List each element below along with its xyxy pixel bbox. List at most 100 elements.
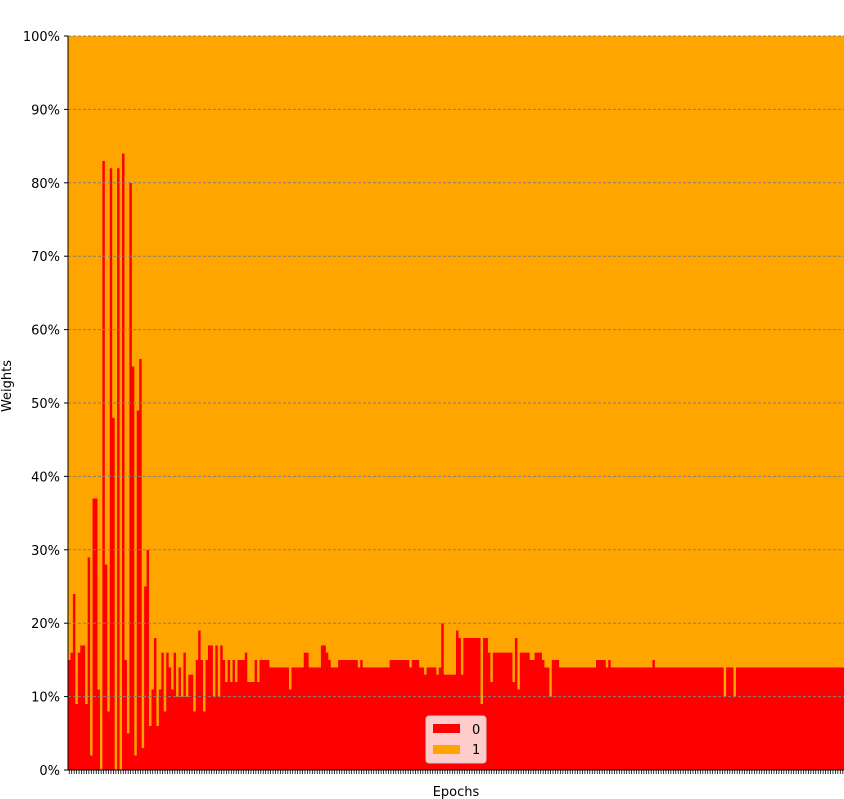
bar-series-0 — [166, 652, 170, 770]
bar-series-0 — [151, 689, 155, 770]
bar-series-0 — [721, 667, 725, 770]
bar-series-1 — [460, 36, 464, 675]
bar-series-1 — [598, 36, 602, 660]
bar-series-0 — [635, 667, 639, 770]
bar-series-0 — [839, 667, 842, 770]
bar-series-1 — [392, 36, 396, 660]
bar-series-1 — [318, 36, 322, 668]
bar-series-1 — [816, 36, 820, 668]
bar-series-1 — [212, 36, 216, 697]
bar-series-0 — [379, 667, 383, 770]
bar-series-0 — [500, 652, 504, 770]
bar-series-1 — [568, 36, 572, 668]
bar-series-1 — [573, 36, 577, 668]
bar-series-1 — [814, 36, 818, 668]
bar-series-0 — [645, 667, 648, 770]
bar-series-0 — [556, 659, 560, 770]
bar-series-1 — [478, 36, 481, 638]
bar-series-0 — [615, 667, 619, 770]
bar-series-1 — [758, 36, 761, 668]
bar-series-0 — [519, 652, 523, 770]
bar-series-1 — [745, 36, 749, 668]
bar-series-1 — [141, 36, 145, 748]
bar-series-1 — [333, 36, 337, 668]
bar-series-1 — [657, 36, 661, 668]
bar-series-0 — [718, 667, 722, 770]
bar-series-1 — [259, 36, 263, 660]
bar-series-0 — [178, 667, 182, 770]
bar-series-0 — [632, 667, 636, 770]
bar-series-0 — [561, 667, 565, 770]
bar-series-0 — [696, 667, 700, 770]
bar-series-0 — [593, 667, 597, 770]
bar-series-0 — [185, 696, 189, 770]
bar-series-1 — [792, 36, 796, 668]
bar-series-0 — [158, 689, 162, 770]
bar-series-1 — [370, 36, 373, 668]
bar-series-0 — [95, 498, 98, 770]
bar-series-1 — [500, 36, 504, 653]
bar-series-1 — [153, 36, 157, 638]
bar-series-0 — [733, 696, 737, 770]
bar-series-0 — [487, 652, 491, 770]
bar-series-0 — [257, 681, 260, 770]
bar-series-1 — [718, 36, 722, 668]
bar-series-0 — [225, 681, 229, 770]
bar-series-0 — [220, 645, 224, 770]
bar-series-1 — [691, 36, 695, 668]
bar-series-0 — [374, 667, 378, 770]
bar-series-0 — [394, 659, 398, 770]
bar-series-0 — [252, 681, 256, 770]
bar-series-0 — [149, 725, 152, 770]
bar-series-0 — [743, 667, 747, 770]
bar-series-0 — [188, 674, 192, 770]
bar-series-1 — [458, 36, 462, 638]
bar-series-0 — [571, 667, 575, 770]
bar-series-0 — [463, 637, 467, 770]
bar-series-1 — [156, 36, 160, 726]
bar-series-0 — [637, 667, 641, 770]
bar-series-1 — [311, 36, 314, 668]
bar-series-1 — [836, 36, 840, 668]
bar-series-1 — [750, 36, 754, 668]
bar-series-1 — [529, 36, 533, 660]
bar-series-0 — [470, 637, 474, 770]
bar-series-1 — [271, 36, 275, 668]
bar-series-0 — [740, 667, 744, 770]
bar-series-0 — [289, 689, 292, 770]
bar-series-0 — [355, 659, 359, 770]
bar-series-0 — [136, 410, 140, 770]
bar-series-0 — [667, 667, 671, 770]
bar-series-1 — [377, 36, 381, 668]
bar-series-0 — [483, 637, 486, 770]
bar-series-1 — [726, 36, 729, 668]
bar-series-0 — [564, 667, 567, 770]
bars-layer — [68, 36, 844, 771]
bar-series-1 — [689, 36, 693, 668]
bar-series-1 — [266, 36, 270, 660]
bar-series-0 — [816, 667, 820, 770]
bar-series-1 — [281, 36, 285, 668]
bar-series-0 — [780, 667, 784, 770]
bar-series-0 — [200, 659, 204, 770]
bar-series-0 — [677, 667, 680, 770]
bar-series-0 — [262, 659, 265, 770]
bar-series-1 — [436, 36, 440, 675]
bar-series-0 — [554, 659, 558, 770]
bar-series-1 — [230, 36, 233, 682]
bar-series-0 — [234, 681, 238, 770]
bar-series-0 — [691, 667, 695, 770]
bar-series-0 — [603, 659, 607, 770]
bar-series-0 — [650, 667, 653, 770]
bar-series-1 — [627, 36, 631, 668]
bar-series-1 — [387, 36, 391, 668]
bar-series-1 — [640, 36, 644, 668]
bar-series-0 — [630, 667, 634, 770]
bar-series-1 — [109, 36, 113, 169]
bar-series-1 — [102, 36, 106, 161]
bar-series-0 — [652, 659, 656, 770]
bar-series-1 — [257, 36, 260, 682]
bar-series-1 — [824, 36, 828, 668]
bar-series-1 — [650, 36, 653, 668]
bar-series-1 — [600, 36, 604, 660]
